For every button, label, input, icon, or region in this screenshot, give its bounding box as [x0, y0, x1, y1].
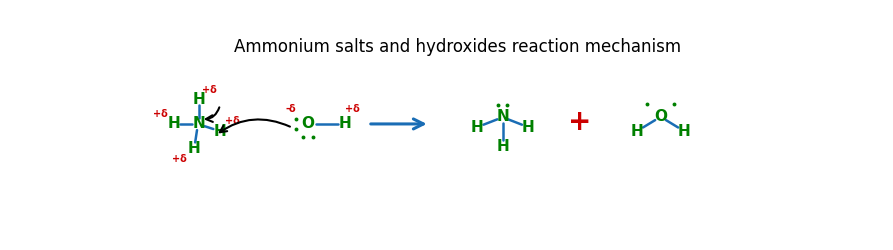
Text: O: O: [654, 109, 667, 124]
Text: N: N: [192, 116, 204, 132]
Text: +: +: [568, 108, 591, 136]
Text: H: H: [168, 116, 180, 132]
Text: +δ: +δ: [346, 104, 360, 114]
Text: +δ: +δ: [225, 116, 240, 126]
Text: H: H: [497, 139, 509, 154]
Text: +δ: +δ: [202, 85, 217, 95]
Text: H: H: [188, 141, 200, 156]
Text: -δ: -δ: [286, 104, 296, 114]
Text: Ammonium salts and hydroxides reaction mechanism: Ammonium salts and hydroxides reaction m…: [234, 38, 680, 56]
Text: H: H: [338, 116, 351, 132]
Text: +δ: +δ: [153, 109, 167, 119]
Text: H: H: [522, 120, 535, 135]
Text: H: H: [630, 124, 643, 139]
Text: N: N: [497, 109, 509, 124]
Text: O: O: [302, 116, 314, 132]
Text: H: H: [678, 124, 690, 139]
Text: H: H: [213, 124, 226, 139]
Text: +δ: +δ: [172, 154, 188, 164]
Text: H: H: [192, 92, 204, 107]
Text: H: H: [471, 120, 484, 135]
